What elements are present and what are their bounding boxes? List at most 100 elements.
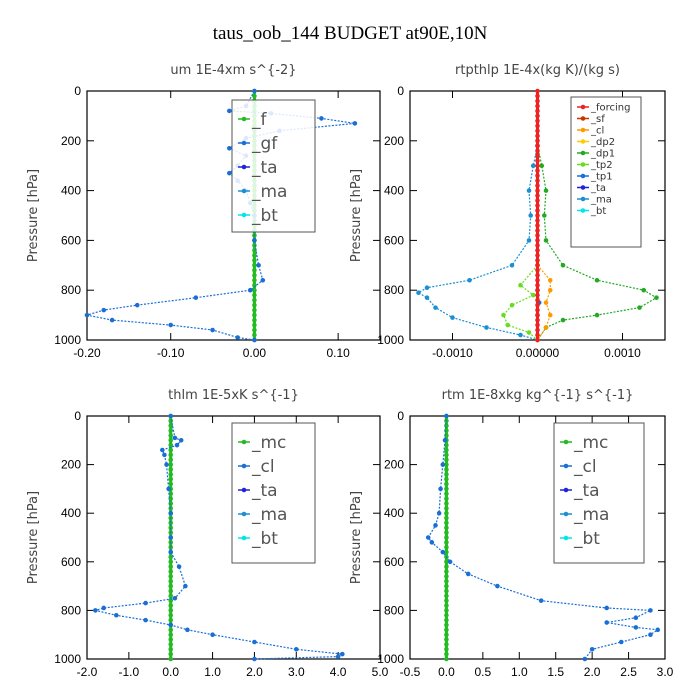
- series-point: [535, 88, 540, 94]
- series-point: [535, 287, 540, 293]
- panel-title: um 1E-4xm s^{-2}: [170, 63, 296, 78]
- x-tick-label: 0.00: [243, 346, 267, 360]
- legend-label: _ta: [573, 481, 600, 501]
- series-point: [444, 642, 449, 647]
- y-tick-label: 600: [61, 233, 81, 247]
- x-tick-label: 2.0: [246, 665, 263, 679]
- series-point: [444, 603, 449, 608]
- series-point: [109, 317, 115, 323]
- series-point: [193, 295, 199, 300]
- series-point: [101, 307, 107, 313]
- series-point: [444, 564, 449, 569]
- series-point: [535, 108, 540, 114]
- series-point: [444, 486, 449, 492]
- legend-label: _ma: [251, 182, 287, 202]
- legend-label: _cl: [590, 126, 604, 137]
- series-point: [444, 617, 449, 623]
- x-tick-label: 3.0: [288, 665, 305, 679]
- series-point: [547, 312, 553, 318]
- y-tick-label: 0: [74, 84, 81, 98]
- series-point: [535, 322, 540, 328]
- series-point: [252, 238, 257, 243]
- series-point: [168, 569, 174, 574]
- series-mc: [444, 413, 449, 662]
- y-tick-label: 200: [61, 458, 81, 472]
- series-point: [168, 622, 174, 628]
- plot-frame: [86, 415, 381, 660]
- series-point: [252, 93, 257, 99]
- series-point: [168, 603, 174, 608]
- y-tick-label: 800: [61, 603, 81, 617]
- legend-marker: [241, 164, 247, 170]
- y-axis-label: Pressure [hPa]: [26, 491, 41, 584]
- series-point: [444, 472, 449, 477]
- legend-marker: [580, 150, 586, 156]
- legend-marker: [241, 439, 247, 445]
- series-point: [444, 544, 449, 550]
- legend-marker: [580, 139, 586, 144]
- y-tick-label: 200: [384, 134, 404, 148]
- series-point: [535, 277, 540, 283]
- y-tick-label: 200: [61, 134, 81, 148]
- series-point: [637, 305, 642, 310]
- y-tick-label: 400: [384, 506, 404, 520]
- chart-panel-4: rtm 1E-8xkg kg^{-1} s^{-1} Pressure [hPa]…: [349, 388, 674, 679]
- legend-marker: [580, 162, 586, 167]
- y-tick-label: 400: [61, 506, 81, 520]
- series-point: [444, 622, 449, 628]
- series-point: [168, 433, 174, 438]
- series-cl: [84, 88, 358, 343]
- series-point: [440, 462, 446, 467]
- series-point: [543, 325, 549, 330]
- series-point: [560, 317, 566, 323]
- series-point: [535, 158, 540, 164]
- series-point: [444, 578, 449, 584]
- legend-box: [570, 96, 642, 248]
- series-point: [604, 620, 610, 625]
- series-point: [539, 163, 545, 168]
- series-point: [604, 605, 610, 611]
- series-point: [444, 452, 449, 458]
- series-point: [535, 93, 540, 99]
- y-tick-label: 600: [384, 555, 404, 569]
- series-point: [535, 233, 540, 238]
- legend-label: _ta: [251, 481, 278, 501]
- series-point: [535, 297, 540, 303]
- series-point: [444, 491, 449, 497]
- x-tick-label: 2.0: [584, 665, 601, 679]
- y-axis-label: Pressure [hPa]: [349, 169, 364, 262]
- y-tick-label: 0: [74, 409, 81, 423]
- y-tick-label: 200: [384, 458, 404, 472]
- legend-marker: [241, 188, 247, 194]
- series-point: [168, 476, 174, 482]
- series-point: [530, 163, 536, 168]
- x-tick-label: 5.0: [372, 665, 389, 679]
- series-point: [535, 337, 540, 343]
- series-point: [444, 588, 449, 594]
- legend-label: _ta: [251, 158, 278, 178]
- series-point: [543, 238, 549, 243]
- series-point: [465, 571, 471, 577]
- series-point: [143, 617, 148, 623]
- series-point: [450, 315, 455, 320]
- legend-label: _ma: [251, 505, 287, 525]
- legend-label: _bt: [251, 206, 278, 226]
- chart-panel-2: rtpthlp 1E-4x(kg K)/(kg s) Pressure [hPa]…: [349, 63, 666, 360]
- series-point: [582, 656, 588, 662]
- legend-label: _ma: [573, 505, 609, 525]
- series-point: [654, 295, 659, 300]
- x-tick-label: 0.0: [162, 665, 179, 679]
- series-point: [535, 188, 540, 193]
- x-tick-label: 4.0: [330, 665, 347, 679]
- series-point: [535, 327, 540, 333]
- series-point: [168, 535, 174, 540]
- series-point: [168, 442, 174, 448]
- series-point: [416, 290, 421, 295]
- y-tick-label: 1000: [377, 333, 404, 347]
- series-point: [444, 535, 449, 540]
- series-point: [166, 486, 171, 492]
- series-point: [185, 627, 190, 633]
- legend-marker: [241, 140, 247, 146]
- series-point: [535, 123, 540, 129]
